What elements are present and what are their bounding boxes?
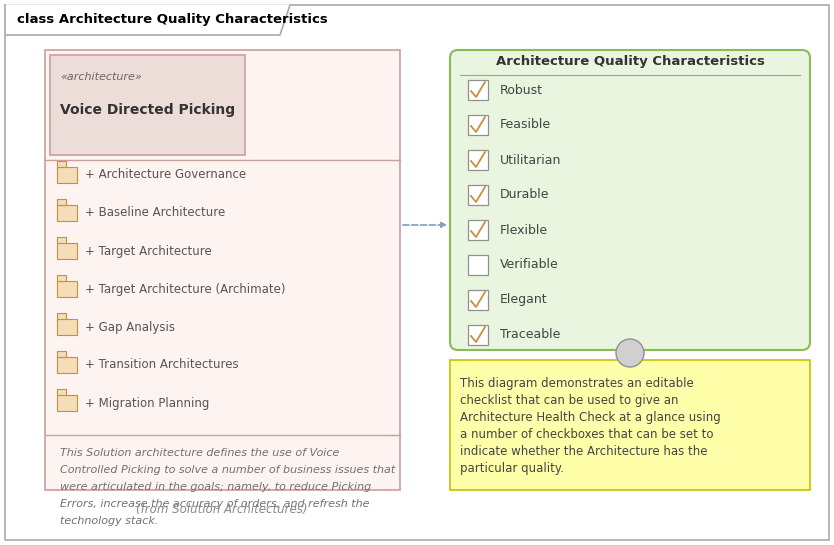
Text: (from Solution Architectures): (from Solution Architectures) bbox=[136, 504, 308, 517]
Bar bbox=[57, 205, 77, 221]
Text: Durable: Durable bbox=[500, 189, 550, 202]
Text: + Migration Planning: + Migration Planning bbox=[85, 397, 209, 409]
Bar bbox=[57, 243, 77, 259]
Bar bbox=[57, 313, 66, 319]
Bar bbox=[468, 150, 488, 170]
Bar bbox=[50, 55, 245, 155]
Bar bbox=[57, 281, 77, 297]
Text: were articulated in the goals; namely, to reduce Picking: were articulated in the goals; namely, t… bbox=[60, 482, 371, 492]
Text: particular quality.: particular quality. bbox=[460, 462, 564, 475]
Bar bbox=[45, 50, 400, 490]
Text: class Architecture Quality Characteristics: class Architecture Quality Characteristi… bbox=[17, 14, 328, 27]
Bar bbox=[57, 161, 66, 167]
Text: + Architecture Governance: + Architecture Governance bbox=[85, 168, 246, 181]
Text: + Target Architecture (Archimate): + Target Architecture (Archimate) bbox=[85, 282, 285, 295]
Text: Voice Directed Picking: Voice Directed Picking bbox=[60, 103, 235, 117]
Text: «architecture»: «architecture» bbox=[60, 72, 142, 82]
Bar bbox=[57, 395, 77, 411]
Bar bbox=[57, 319, 77, 335]
Text: checklist that can be used to give an: checklist that can be used to give an bbox=[460, 394, 679, 407]
Bar bbox=[468, 255, 488, 275]
Text: Verifiable: Verifiable bbox=[500, 258, 559, 271]
Bar bbox=[468, 80, 488, 100]
Bar bbox=[57, 352, 66, 357]
Bar bbox=[57, 275, 66, 281]
Bar bbox=[468, 290, 488, 310]
Text: + Baseline Architecture: + Baseline Architecture bbox=[85, 207, 225, 220]
Text: Flexible: Flexible bbox=[500, 223, 548, 237]
Text: This Solution architecture defines the use of Voice: This Solution architecture defines the u… bbox=[60, 448, 339, 458]
FancyBboxPatch shape bbox=[450, 50, 810, 350]
Text: technology stack.: technology stack. bbox=[60, 516, 158, 526]
Text: + Transition Architectures: + Transition Architectures bbox=[85, 359, 239, 372]
Text: Feasible: Feasible bbox=[500, 118, 551, 131]
Bar bbox=[450, 360, 810, 490]
Text: Architecture Health Check at a glance using: Architecture Health Check at a glance us… bbox=[460, 411, 721, 424]
Bar bbox=[468, 115, 488, 135]
Bar bbox=[468, 220, 488, 240]
Text: Utilitarian: Utilitarian bbox=[500, 154, 561, 167]
Text: + Gap Analysis: + Gap Analysis bbox=[85, 320, 175, 334]
Bar bbox=[468, 185, 488, 205]
Text: Controlled Picking to solve a number of business issues that: Controlled Picking to solve a number of … bbox=[60, 465, 395, 475]
Text: Robust: Robust bbox=[500, 83, 543, 96]
Bar bbox=[57, 389, 66, 395]
Bar bbox=[57, 199, 66, 205]
Text: Architecture Quality Characteristics: Architecture Quality Characteristics bbox=[495, 54, 765, 68]
Bar bbox=[468, 325, 488, 345]
Text: indicate whether the Architecture has the: indicate whether the Architecture has th… bbox=[460, 445, 707, 458]
Text: + Target Architecture: + Target Architecture bbox=[85, 245, 212, 257]
Text: This diagram demonstrates an editable: This diagram demonstrates an editable bbox=[460, 377, 694, 390]
Text: Traceable: Traceable bbox=[500, 329, 560, 342]
Text: a number of checkboxes that can be set to: a number of checkboxes that can be set t… bbox=[460, 428, 714, 441]
Circle shape bbox=[616, 339, 644, 367]
Text: Errors, increase the accuracy of orders, and refresh the: Errors, increase the accuracy of orders,… bbox=[60, 499, 369, 509]
Polygon shape bbox=[5, 5, 290, 35]
Text: Elegant: Elegant bbox=[500, 294, 548, 306]
Bar bbox=[57, 167, 77, 183]
Bar bbox=[57, 357, 77, 373]
Bar bbox=[57, 238, 66, 243]
